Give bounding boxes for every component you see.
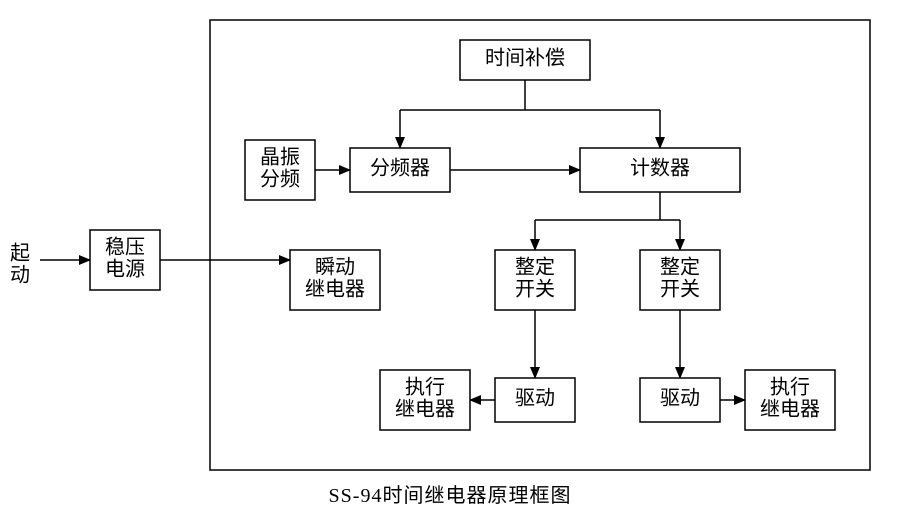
node-set_sw_1-label: 整定 [515,256,555,279]
node-drive_1: 驱动 [495,378,575,422]
node-inst_relay-label: 瞬动 [315,256,355,279]
node-psu-label: 稳压 [105,236,145,259]
node-divider: 分频器 [350,148,450,192]
node-start-label: 动 [10,264,30,287]
node-inst_relay: 瞬动继电器 [290,250,380,310]
node-exec_relay_2-label: 执行 [770,376,810,399]
node-crystal: 晶振分频 [245,140,315,200]
diagram-canvas: 起动稳压电源时间补偿晶振分频分频器计数器瞬动继电器整定开关整定开关执行继电器驱动… [0,0,900,525]
node-start: 起动 [10,242,30,287]
node-drive_2: 驱动 [640,378,720,422]
node-divider-label: 分频器 [370,157,430,180]
node-counter-label: 计数器 [630,157,690,180]
node-exec_relay_1-label: 执行 [405,376,445,399]
node-counter: 计数器 [580,148,740,192]
node-set_sw_1-label: 开关 [515,278,555,301]
nodes-layer: 起动稳压电源时间补偿晶振分频分频器计数器瞬动继电器整定开关整定开关执行继电器驱动… [10,40,835,430]
diagram-caption: SS-94时间继电器原理框图 [329,484,572,507]
node-set_sw_1: 整定开关 [495,250,575,310]
node-exec_relay_2: 执行继电器 [745,370,835,430]
node-drive_2-label: 驱动 [660,387,700,410]
node-exec_relay_1-label: 继电器 [395,398,455,421]
node-set_sw_2: 整定开关 [640,250,720,310]
node-set_sw_2-label: 开关 [660,278,700,301]
node-time_comp: 时间补偿 [460,40,590,80]
node-crystal-label: 晶振 [260,146,300,169]
node-set_sw_2-label: 整定 [660,256,700,279]
node-exec_relay_1: 执行继电器 [380,370,470,430]
node-time_comp-label: 时间补偿 [485,47,565,70]
node-drive_1-label: 驱动 [515,387,555,410]
node-exec_relay_2-label: 继电器 [760,398,820,421]
node-crystal-label: 分频 [260,168,300,191]
node-psu-label: 电源 [105,258,145,281]
node-start-label: 起 [10,242,30,265]
node-psu: 稳压电源 [90,230,160,290]
node-inst_relay-label: 继电器 [305,278,365,301]
